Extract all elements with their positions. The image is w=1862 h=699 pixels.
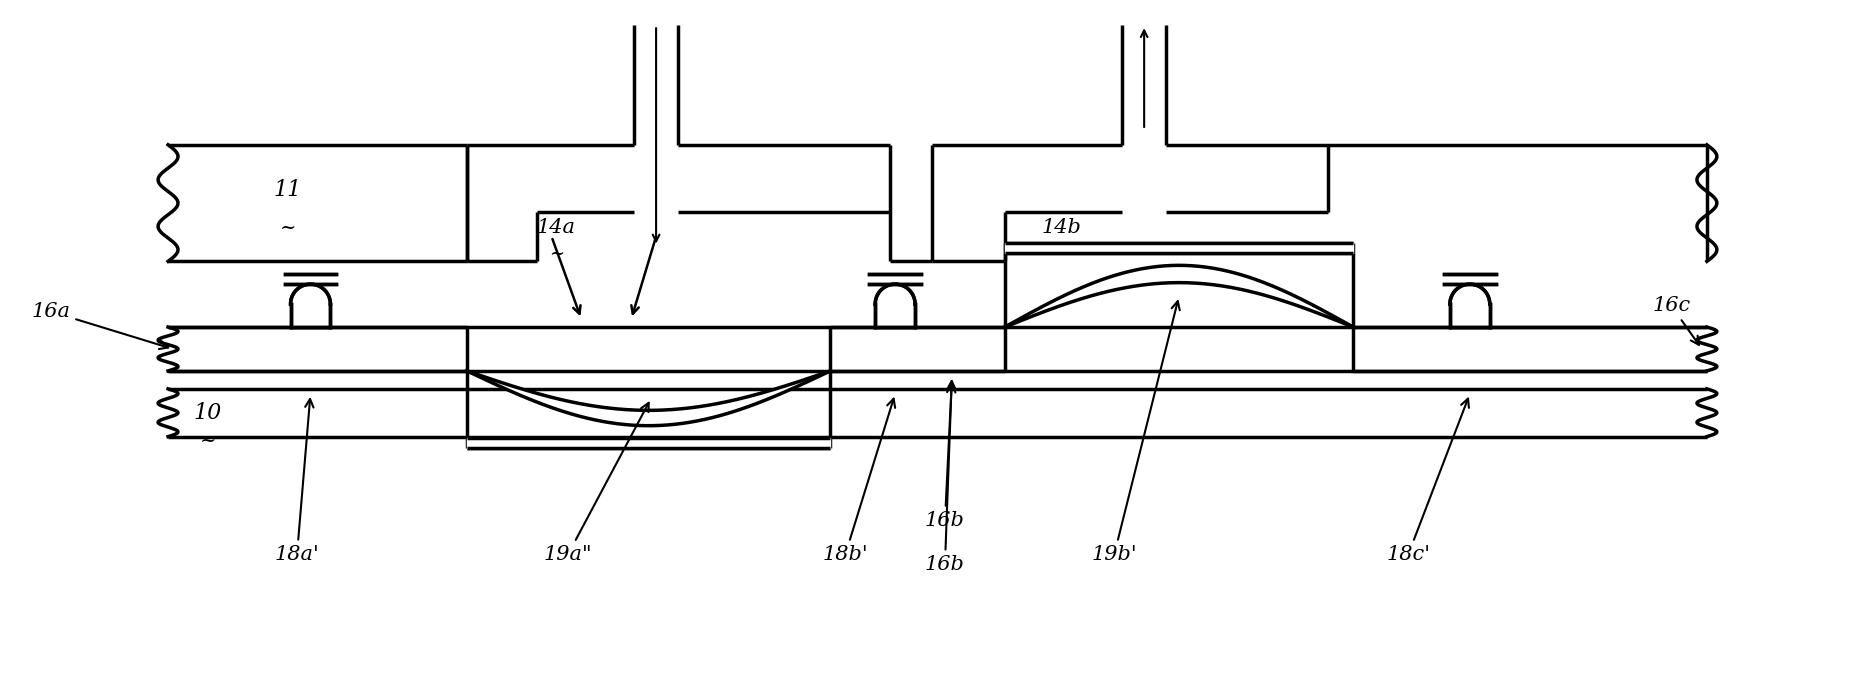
Text: 16a: 16a	[32, 302, 168, 349]
Polygon shape	[467, 438, 830, 447]
Text: 19b': 19b'	[1091, 301, 1181, 564]
Polygon shape	[1005, 243, 1354, 253]
Polygon shape	[1328, 145, 1707, 261]
Text: 11: 11	[274, 179, 302, 201]
Text: 10: 10	[194, 402, 222, 424]
Polygon shape	[290, 272, 330, 327]
Polygon shape	[467, 145, 890, 261]
Text: 16b: 16b	[925, 381, 965, 574]
Polygon shape	[1005, 266, 1354, 327]
Text: 18c': 18c'	[1385, 398, 1469, 564]
Polygon shape	[1328, 145, 1707, 212]
Text: 16c: 16c	[1652, 296, 1698, 345]
Polygon shape	[933, 212, 1005, 261]
Polygon shape	[467, 371, 830, 426]
Polygon shape	[168, 145, 467, 261]
Text: 14a: 14a	[536, 218, 575, 237]
Polygon shape	[467, 212, 536, 261]
Text: 16b: 16b	[925, 384, 965, 531]
Text: 19a": 19a"	[544, 403, 648, 564]
Text: ~: ~	[279, 219, 296, 236]
Polygon shape	[875, 272, 914, 327]
Polygon shape	[168, 327, 1707, 371]
Polygon shape	[168, 389, 1707, 437]
Text: 18b': 18b'	[823, 398, 896, 564]
Polygon shape	[1450, 272, 1490, 327]
Text: ~: ~	[1054, 245, 1069, 264]
Text: 14b: 14b	[1041, 218, 1082, 237]
Text: 18a': 18a'	[274, 399, 320, 564]
Polygon shape	[933, 145, 1707, 261]
Text: ~: ~	[549, 245, 564, 264]
Text: ~: ~	[199, 432, 216, 449]
